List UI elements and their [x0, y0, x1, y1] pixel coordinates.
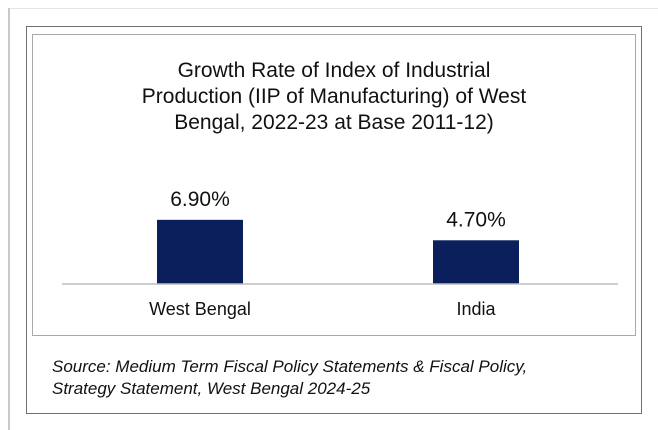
category-label-west-bengal: West Bengal: [149, 299, 251, 319]
chart-title-line-3: Bengal, 2022-23 at Base 2011-12): [174, 111, 494, 134]
source-line-1: Source: Medium Term Fiscal Policy Statem…: [52, 357, 528, 376]
chart-title: Growth Rate of Index of Industrial Produ…: [32, 58, 636, 136]
chart-frame: [32, 34, 636, 336]
bar-india: [433, 240, 519, 284]
data-label-west-bengal: 6.90%: [170, 188, 230, 211]
category-label-india: India: [456, 299, 496, 319]
chart-title-line-1: Growth Rate of Index of Industrial: [177, 59, 491, 82]
page-top-rule: [8, 8, 658, 9]
bar-west-bengal: [157, 219, 243, 284]
source-note: Source: Medium Term Fiscal Policy Statem…: [52, 356, 632, 400]
page-left-rule: [8, 8, 10, 430]
chart-title-line-2: Production (IIP of Manufacturing) of Wes…: [141, 85, 527, 108]
source-line-2: Strategy Statement, West Bengal 2024-25: [52, 379, 371, 398]
data-label-india: 4.70%: [446, 208, 506, 231]
